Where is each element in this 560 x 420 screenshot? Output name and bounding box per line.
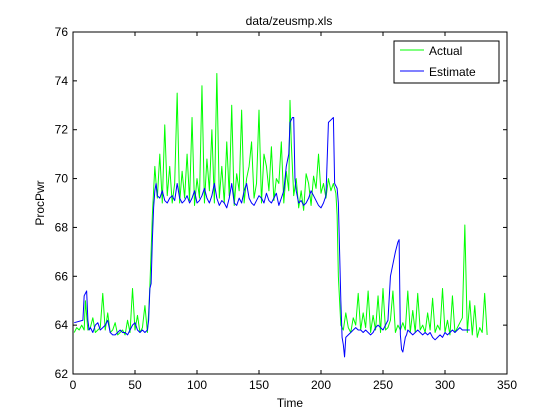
x-tick-label: 100 xyxy=(187,378,207,392)
series-line-estimate xyxy=(74,117,470,358)
y-tick-label: 72 xyxy=(55,123,69,137)
x-tick-label: 250 xyxy=(373,378,393,392)
x-tick-label: 150 xyxy=(249,378,269,392)
y-tick-label: 62 xyxy=(55,367,69,381)
x-axis: 0 50 100 150 200 250 300 350 xyxy=(70,32,517,392)
y-tick-label: 64 xyxy=(55,318,69,332)
plot-border xyxy=(72,31,508,375)
chart-title: data/zeusmp.xls xyxy=(246,14,333,28)
series-line-actual xyxy=(73,73,488,338)
x-tick-label: 300 xyxy=(435,378,455,392)
legend: Actual Estimate xyxy=(393,40,500,84)
x-axis-label: Time xyxy=(277,396,304,410)
series-layer xyxy=(73,73,488,358)
y-axis: 62 64 66 68 70 72 74 76 xyxy=(55,25,507,381)
legend-label-actual: Actual xyxy=(429,44,462,58)
x-tick-label: 0 xyxy=(70,378,77,392)
x-tick-label: 350 xyxy=(497,378,517,392)
y-tick-label: 76 xyxy=(55,25,69,39)
legend-box xyxy=(393,40,500,84)
y-tick-label: 70 xyxy=(55,172,69,186)
plot-area xyxy=(73,32,507,374)
y-tick-label: 74 xyxy=(55,74,69,88)
y-tick-label: 66 xyxy=(55,269,69,283)
y-tick-label: 68 xyxy=(55,220,69,234)
x-tick-label: 200 xyxy=(311,378,331,392)
legend-label-estimate: Estimate xyxy=(429,65,476,79)
x-tick-label: 50 xyxy=(128,378,142,392)
y-axis-label: ProcPwr xyxy=(33,180,47,225)
